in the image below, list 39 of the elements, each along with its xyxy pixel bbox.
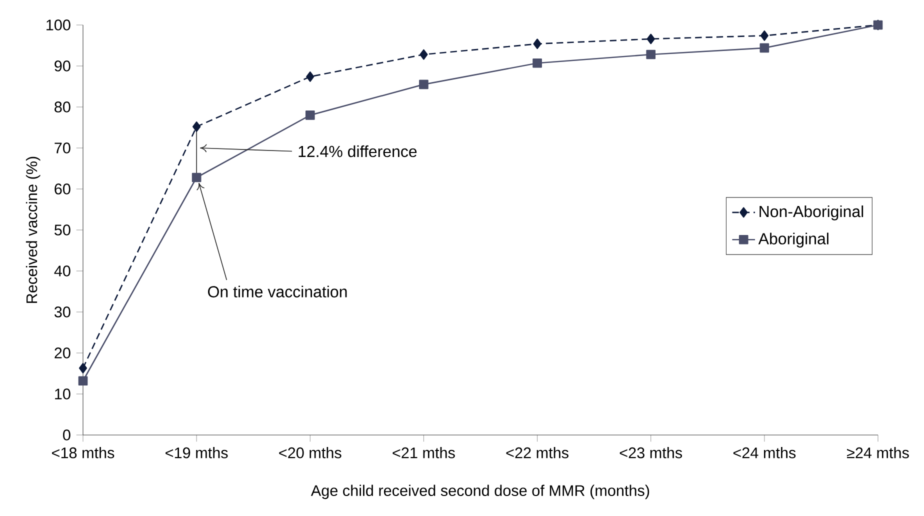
y-tick-label: 100 <box>46 20 70 30</box>
point <box>646 34 655 44</box>
y-tick-label: 0 <box>63 430 70 440</box>
x-tick-label: ≥24 mths <box>846 447 909 458</box>
x-tick-label: <19 mths <box>166 447 228 458</box>
point <box>532 58 542 68</box>
y-tick-label: 80 <box>54 102 70 112</box>
y-tick-label: 90 <box>54 60 70 72</box>
annotation: 12.4% difference <box>298 145 417 158</box>
x-tick-label: <20 mths <box>279 447 342 458</box>
y-tick-label: 30 <box>54 306 70 318</box>
point <box>306 71 314 82</box>
point <box>305 110 315 120</box>
point <box>420 49 428 60</box>
point <box>646 50 656 60</box>
point <box>760 30 768 41</box>
point <box>760 43 770 53</box>
point <box>533 38 542 50</box>
legend-label: Aboriginal <box>758 232 828 248</box>
x-tick-label: <24 mths <box>733 447 796 458</box>
point <box>78 376 88 386</box>
y-tick-label: 20 <box>54 348 70 358</box>
x-tick-label: <23 mths <box>620 447 682 458</box>
y-tick-label: 10 <box>55 388 70 400</box>
x-tick-label: <18 mths <box>52 447 114 458</box>
x-axis-title: Age child received second dose of MMR (months) <box>310 484 650 500</box>
y-tick-label: 60 <box>54 184 70 194</box>
y-tick-label: 50 <box>54 224 70 236</box>
x-tick-label: <22 mths <box>506 447 568 458</box>
point <box>419 80 428 90</box>
legend-label: Non-Aboriginal <box>760 205 864 220</box>
point <box>192 121 201 132</box>
annotation: On time vaccination <box>208 286 347 298</box>
y-tick-label: 70 <box>54 142 70 154</box>
x-tick-label: <21 mths <box>392 447 455 458</box>
y-tick-label: 40 <box>54 266 70 276</box>
y-axis-title: Received vaccine (%) <box>26 156 40 303</box>
point <box>192 172 202 182</box>
point <box>78 362 88 374</box>
